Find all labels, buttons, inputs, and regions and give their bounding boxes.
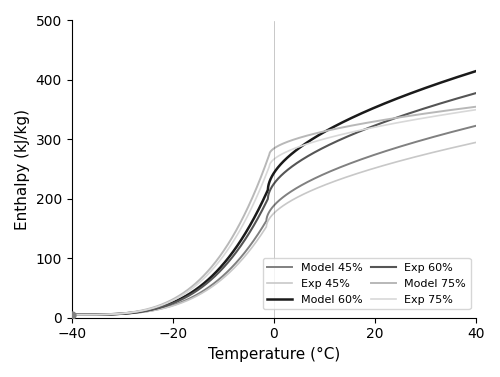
Model 60% bbox=[466, 71, 471, 76]
Line: Model 45%: Model 45% bbox=[72, 126, 476, 315]
Model 60% bbox=[474, 69, 480, 73]
Model 75% bbox=[115, 311, 121, 316]
Exp 75% bbox=[242, 220, 248, 225]
Model 75% bbox=[422, 111, 428, 116]
Exp 75% bbox=[68, 313, 74, 317]
Model 75% bbox=[466, 106, 471, 110]
Model 60% bbox=[139, 309, 145, 314]
X-axis label: Temperature (°C): Temperature (°C) bbox=[208, 347, 340, 362]
Model 75% bbox=[139, 308, 145, 313]
Model 60% bbox=[68, 313, 74, 317]
Model 45% bbox=[68, 313, 74, 317]
Model 75% bbox=[68, 313, 74, 317]
Model 45% bbox=[422, 137, 428, 142]
Exp 60% bbox=[242, 238, 248, 243]
Y-axis label: Enthalpy (kJ/kg): Enthalpy (kJ/kg) bbox=[15, 109, 30, 230]
Exp 75% bbox=[422, 116, 428, 120]
Model 45% bbox=[474, 123, 480, 128]
Exp 75% bbox=[139, 308, 145, 313]
Line: Exp 60%: Exp 60% bbox=[72, 93, 476, 315]
Exp 60% bbox=[224, 262, 230, 266]
Model 45% bbox=[224, 270, 230, 274]
Model 60% bbox=[224, 257, 230, 262]
Exp 45% bbox=[68, 313, 74, 317]
Exp 60% bbox=[466, 93, 471, 98]
Exp 45% bbox=[224, 273, 230, 277]
Line: Exp 45%: Exp 45% bbox=[72, 143, 476, 315]
Line: Model 75%: Model 75% bbox=[72, 107, 476, 315]
Line: Exp 75%: Exp 75% bbox=[72, 110, 476, 315]
Exp 45% bbox=[139, 310, 145, 314]
Model 45% bbox=[115, 312, 121, 316]
Exp 60% bbox=[115, 312, 121, 316]
Model 45% bbox=[466, 126, 471, 130]
Exp 45% bbox=[474, 140, 480, 145]
Exp 75% bbox=[466, 109, 471, 113]
Exp 45% bbox=[242, 255, 248, 259]
Line: Model 60%: Model 60% bbox=[72, 71, 476, 315]
Exp 75% bbox=[474, 107, 480, 112]
Exp 75% bbox=[115, 311, 121, 316]
Exp 75% bbox=[224, 249, 230, 253]
Model 60% bbox=[422, 86, 428, 90]
Exp 60% bbox=[68, 313, 74, 317]
Exp 60% bbox=[422, 106, 428, 110]
Exp 45% bbox=[422, 152, 428, 157]
Model 60% bbox=[242, 233, 248, 237]
Model 45% bbox=[242, 251, 248, 255]
Model 60% bbox=[115, 312, 121, 316]
Exp 60% bbox=[474, 91, 480, 95]
Legend: Model 45%, Exp 45%, Model 60%, Exp 60%, Model 75%, Exp 75%: Model 45%, Exp 45%, Model 60%, Exp 60%, … bbox=[263, 258, 470, 309]
Exp 45% bbox=[115, 312, 121, 316]
Model 45% bbox=[139, 310, 145, 314]
Exp 60% bbox=[139, 309, 145, 314]
Exp 45% bbox=[466, 142, 471, 146]
Model 75% bbox=[242, 213, 248, 217]
Model 75% bbox=[224, 244, 230, 248]
Model 75% bbox=[474, 104, 480, 109]
